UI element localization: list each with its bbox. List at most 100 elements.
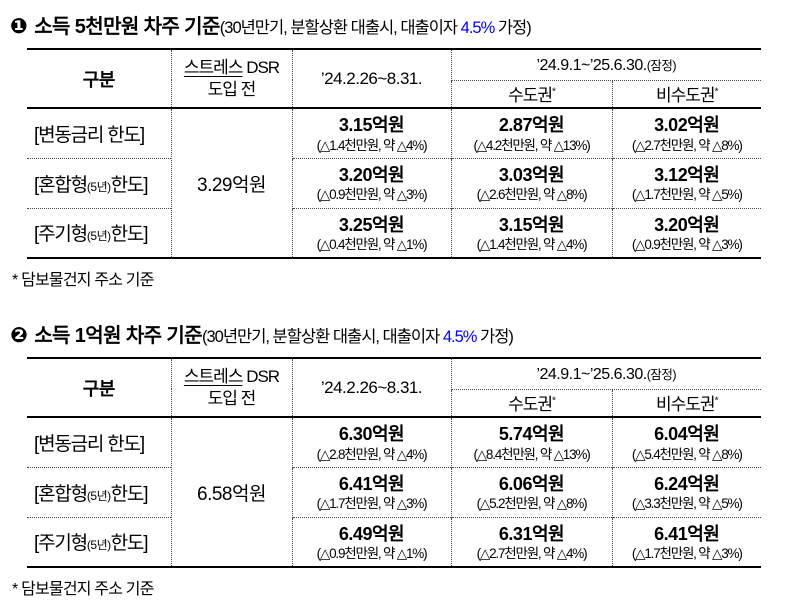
header-period-1: ’24.2.26~8.31. <box>291 49 451 108</box>
row-label-text: [주기형 <box>34 533 88 555</box>
header-region-metro-label: 수도권 <box>508 395 553 415</box>
value-amount: 2.87억원 <box>498 115 565 136</box>
table-header: 구분 스트레스 DSR 도입 전 ’24.2.26~8.31. ’24.9.1~’… <box>27 49 761 108</box>
row-label: [변동금리 한도] <box>27 417 171 467</box>
section-income-100m: ❷ 소득 1억원 차주 기준(30년만기, 분할상환 대출시, 대출이자 4.5%… <box>0 319 788 599</box>
row-label: [주기형(5년)한도] <box>27 207 171 258</box>
bullet-number-icon: ❶ <box>10 15 28 38</box>
row-label: [혼합형(5년)한도] <box>27 157 171 208</box>
value-cell: 3.12억원 (△1.7천만원, 약 △5%) <box>611 157 761 208</box>
value-amount: 3.20억원 <box>338 165 405 186</box>
value-amount: 3.02억원 <box>654 115 720 136</box>
row-label-text: 한도] <box>110 224 149 246</box>
section-title: ❶ 소득 5천만원 차주 기준(30년만기, 분할상환 대출시, 대출이자 4.5… <box>10 10 788 39</box>
subtitle-post: 가정) <box>494 19 532 37</box>
asterisk-mark: * <box>714 86 719 98</box>
value-amount: 6.24억원 <box>654 474 720 495</box>
table-row: [주기형(5년)한도] 3.25억원 (△0.4천만원, 약 △1%) 3.15억… <box>27 207 761 258</box>
value-cell: 6.41억원 (△1.7천만원, 약 △3%) <box>611 516 761 567</box>
value-cell: 3.20억원 (△0.9천만원, 약 △3%) <box>611 207 761 258</box>
value-delta: (△1.4천만원, 약 △4%) <box>316 137 428 153</box>
value-cell: 3.03억원 (△2.6천만원, 약 △8%) <box>450 157 612 208</box>
value-cell: 6.30억원 (△2.8천만원, 약 △4%) <box>291 417 451 467</box>
value-amount: 6.41억원 <box>338 474 405 495</box>
value-delta: (△2.7천만원, 약 △4%) <box>476 546 588 562</box>
value-delta: (△3.3천만원, 약 △5%) <box>631 496 743 512</box>
row-label-text: 한도] <box>110 533 149 555</box>
value-amount: 6.04억원 <box>654 424 720 445</box>
value-delta: (△0.9천만원, 약 △1%) <box>316 546 428 562</box>
footnote: * 담보물건지 주소 기준 <box>12 581 154 598</box>
subtitle-post: 가정) <box>476 328 514 346</box>
value-amount: 5.74억원 <box>498 424 565 445</box>
value-cell: 6.04억원 (△5.4천만원, 약 △8%) <box>611 417 761 467</box>
value-delta: (△1.7천만원, 약 △3%) <box>316 496 428 512</box>
asterisk-mark: * <box>552 86 556 98</box>
value-delta: (△2.6천만원, 약 △8%) <box>476 187 588 203</box>
header-gubun: 구분 <box>82 378 116 399</box>
value-delta: (△5.4천만원, 약 △8%) <box>631 446 743 462</box>
value-cell: 3.02억원 (△2.7천만원, 약 △8%) <box>611 108 761 158</box>
value-cell: 3.20억원 (△0.9천만원, 약 △3%) <box>291 157 451 208</box>
interest-rate-value: 4.5% <box>460 19 496 37</box>
table-row: [혼합형(5년)한도] 6.41억원 (△1.7천만원, 약 △3%) 6.06억… <box>27 466 761 517</box>
value-amount: 6.06억원 <box>498 474 565 495</box>
table-header: 구분 스트레스 DSR 도입 전 ’24.2.26~8.31. ’24.9.1~’… <box>27 358 761 417</box>
section-subtitle: (30년만기, 분할상환 대출시, 대출이자 4.5% 가정) <box>201 328 514 346</box>
header-stress-line1: 스트레스 DSR <box>172 57 292 78</box>
section-title-main: 소득 1억원 차주 기준 <box>34 325 202 347</box>
row-label-text: 한도] <box>110 483 149 505</box>
row-label: [혼합형(5년)한도] <box>27 466 171 517</box>
table-row: [변동금리 한도] 6.58억원 6.30억원 (△2.8천만원, 약 △4%) … <box>27 417 761 567</box>
interest-rate-value: 4.5% <box>442 328 478 346</box>
section-subtitle: (30년만기, 분할상환 대출시, 대출이자 4.5% 가정) <box>219 19 532 37</box>
asterisk-mark: * <box>552 395 556 407</box>
value-amount: 6.41억원 <box>654 523 720 544</box>
value-cell: 6.41억원 (△1.7천만원, 약 △3%) <box>291 466 451 517</box>
section-income-50m: ❶ 소득 5천만원 차주 기준(30년만기, 분할상환 대출시, 대출이자 4.5… <box>0 10 788 290</box>
value-cell: 5.74억원 (△8.4천만원, 약 △13%) <box>450 417 612 467</box>
value-cell: 3.15억원 (△1.4천만원, 약 △4%) <box>450 207 612 258</box>
value-cell: 2.87억원 (△4.2천만원, 약 △13%) <box>450 108 612 158</box>
header-period-2-group: ’24.9.1~’25.6.30.(잠정) <box>450 358 761 390</box>
value-delta: (△0.4천만원, 약 △1%) <box>316 237 428 253</box>
table-row: [혼합형(5년)한도] 3.20억원 (△0.9천만원, 약 △3%) 3.03억… <box>27 157 761 208</box>
section-title-main: 소득 5천만원 차주 기준 <box>34 16 220 38</box>
header-period-1: ’24.2.26~8.31. <box>291 358 451 417</box>
table-row: [변동금리 한도] 3.29억원 3.15억원 (△1.4천만원, 약 △4%) … <box>27 108 761 258</box>
header-stress-line2: 도입 전 <box>207 388 257 408</box>
header-region-nonmetro-label: 비수도권 <box>656 395 716 415</box>
bullet-number-icon: ❷ <box>10 324 28 347</box>
value-delta: (△2.8천만원, 약 △4%) <box>316 446 428 462</box>
section-title: ❷ 소득 1억원 차주 기준(30년만기, 분할상환 대출시, 대출이자 4.5%… <box>10 319 788 348</box>
value-amount: 3.15억원 <box>338 115 405 136</box>
value-delta: (△5.2천만원, 약 △8%) <box>476 496 588 512</box>
header-region-metro: 수도권* <box>450 80 612 108</box>
value-delta: (△2.7천만원, 약 △8%) <box>631 137 743 153</box>
row-label-text: 한도] <box>110 174 149 196</box>
row-label-small: (5년) <box>86 179 111 194</box>
value-delta: (△0.9천만원, 약 △3%) <box>631 237 743 253</box>
footnote: * 담보물건지 주소 기준 <box>12 272 154 289</box>
header-stress-rest: DSR <box>242 367 280 387</box>
row-label-small: (5년) <box>86 229 111 244</box>
row-label-text: [변동금리 한도] <box>34 124 145 146</box>
subtitle-pre: (30년만기, 분할상환 대출시, 대출이자 <box>219 19 461 37</box>
value-amount: 3.20억원 <box>654 214 720 235</box>
value-cell: 6.06억원 (△5.2천만원, 약 △8%) <box>450 466 612 517</box>
document-page: ❶ 소득 5천만원 차주 기준(30년만기, 분할상환 대출시, 대출이자 4.5… <box>0 10 788 599</box>
row-label-small: (5년) <box>86 488 111 503</box>
value-cell: 6.24억원 (△3.3천만원, 약 △5%) <box>611 466 761 517</box>
header-stress-dsr: 스트레스 DSR 도입 전 <box>170 358 292 417</box>
value-cell: 3.25억원 (△0.4천만원, 약 △1%) <box>291 207 451 258</box>
header-period-2: ’24.9.1~’25.6.30. <box>536 56 647 74</box>
row-label-text: [변동금리 한도] <box>34 433 145 455</box>
row-label-text: [혼합형 <box>34 174 88 196</box>
value-amount: 6.31억원 <box>498 523 565 544</box>
header-stress-line2: 도입 전 <box>207 79 257 99</box>
row-label: [주기형(5년)한도] <box>27 516 171 567</box>
header-region-metro: 수도권* <box>450 389 612 417</box>
value-amount: 3.15억원 <box>498 214 565 235</box>
value-delta: (△1.7천만원, 약 △5%) <box>631 187 743 203</box>
subtitle-pre: (30년만기, 분할상환 대출시, 대출이자 <box>201 328 443 346</box>
